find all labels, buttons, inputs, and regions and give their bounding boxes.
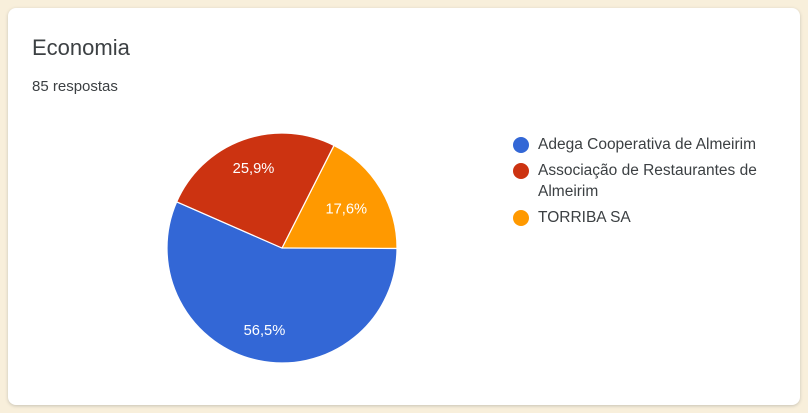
svg-text:56,5%: 56,5% xyxy=(244,323,286,339)
svg-text:17,6%: 17,6% xyxy=(325,202,367,218)
svg-text:25,9%: 25,9% xyxy=(233,161,275,177)
